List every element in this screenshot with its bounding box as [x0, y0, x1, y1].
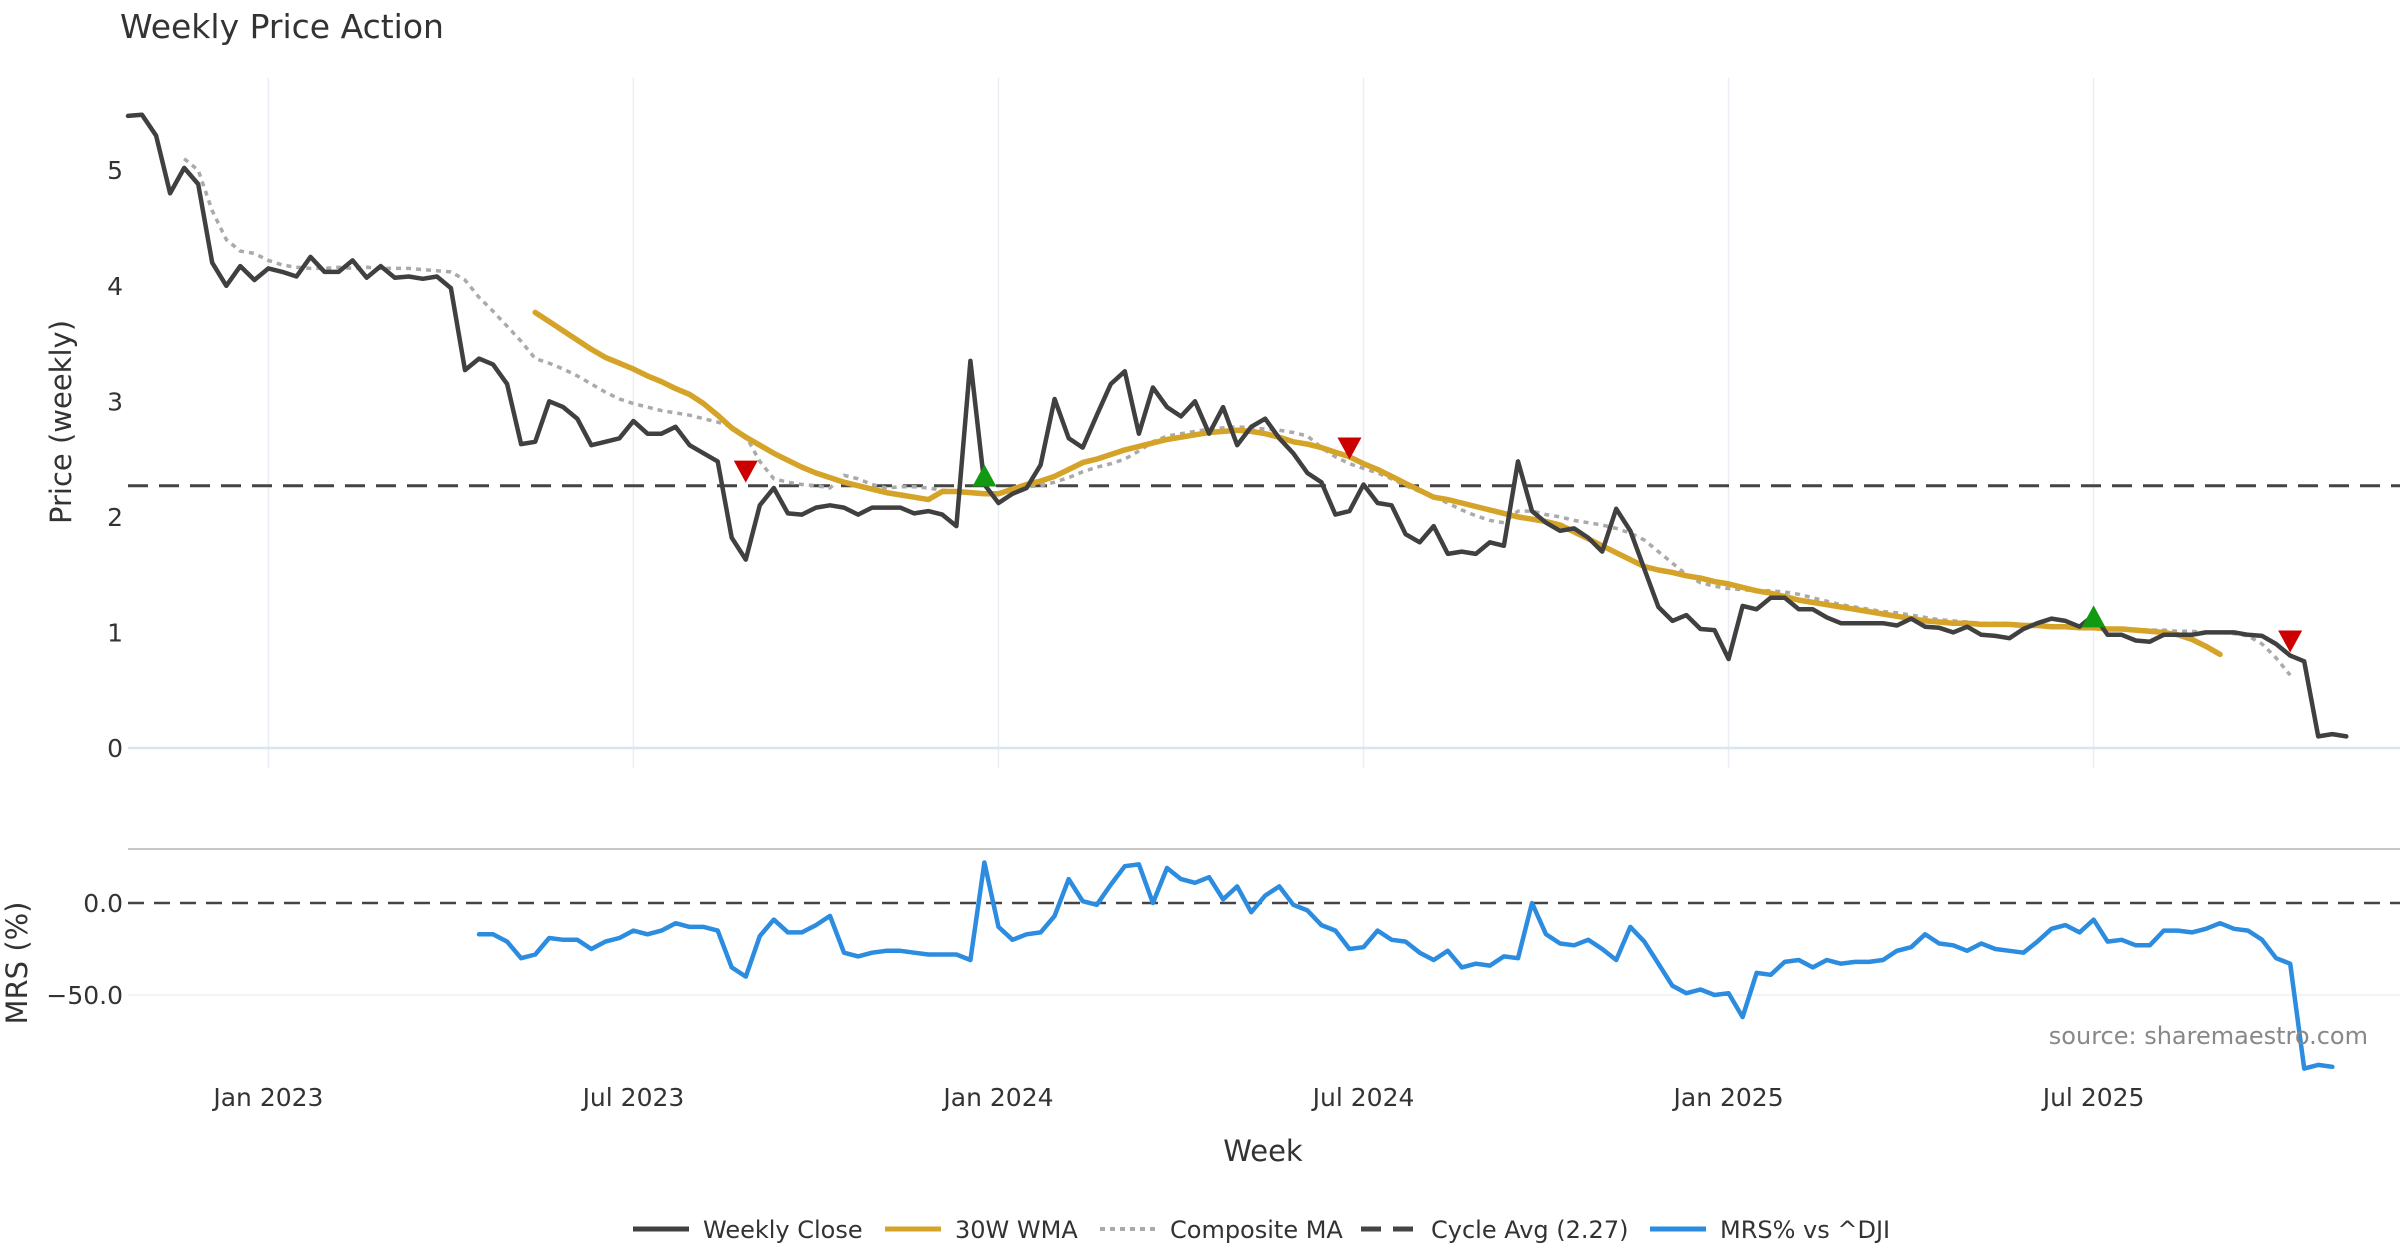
x-tick-label: Jul 2024 — [1311, 1083, 1415, 1112]
grid-lines — [267, 78, 2095, 768]
legend-label: Weekly Close — [703, 1216, 863, 1244]
price-y-tick-label: 4 — [107, 272, 123, 301]
x-tick-label: Jan 2025 — [1672, 1083, 1784, 1112]
source-note: source: sharemaestro.com — [2049, 1022, 2368, 1050]
sell-signal-marker — [733, 460, 758, 483]
30w-wma-line — [532, 309, 2223, 658]
legend-label: 30W WMA — [955, 1216, 1078, 1244]
x-tick-label: Jul 2023 — [581, 1083, 685, 1112]
legend-label: MRS% vs ^DJI — [1720, 1216, 1890, 1244]
mrs-y-axis-label: MRS (%) — [0, 902, 34, 1025]
legend: Weekly Close 30W WMA Composite MA Cycle Avg… — [633, 1216, 1890, 1244]
composite-ma-line — [183, 157, 2292, 677]
buy-signal-marker — [2081, 605, 2106, 628]
price-panel: 0 1 2 3 4 5 — [107, 112, 2400, 763]
mrs-y-tick-label: −50.0 — [46, 981, 123, 1010]
mrs-y-tick-label: 0.0 — [83, 889, 123, 918]
legend-label: Composite MA — [1170, 1216, 1343, 1244]
price-y-tick-label: 1 — [107, 618, 123, 647]
price-y-tick-label: 5 — [107, 156, 123, 185]
mrs-line — [476, 860, 2335, 1071]
x-axis-ticks: Jan 2023 Jul 2023 Jan 2024 Jul 2024 Jan 2025… — [211, 1083, 2144, 1112]
x-tick-label: Jul 2025 — [2041, 1083, 2145, 1112]
x-tick-label: Jan 2024 — [941, 1083, 1053, 1112]
legend-label: Cycle Avg (2.27) — [1431, 1216, 1628, 1244]
mrs-panel: 0.0 −50.0 — [46, 848, 2400, 1071]
price-y-axis-label: Price (weekly) — [44, 320, 78, 524]
x-tick-label: Jan 2023 — [211, 1083, 323, 1112]
sell-signal-marker — [2278, 630, 2303, 653]
price-y-tick-label: 0 — [107, 734, 123, 763]
weekly-close-line — [125, 112, 2349, 739]
buy-signal-marker — [972, 464, 997, 487]
chart-title: Weekly Price Action — [120, 7, 444, 46]
price-y-tick-label: 2 — [107, 503, 123, 532]
sell-signal-marker — [1337, 437, 1362, 460]
price-y-tick-label: 3 — [107, 387, 123, 416]
x-axis-label: Week — [1223, 1134, 1303, 1168]
